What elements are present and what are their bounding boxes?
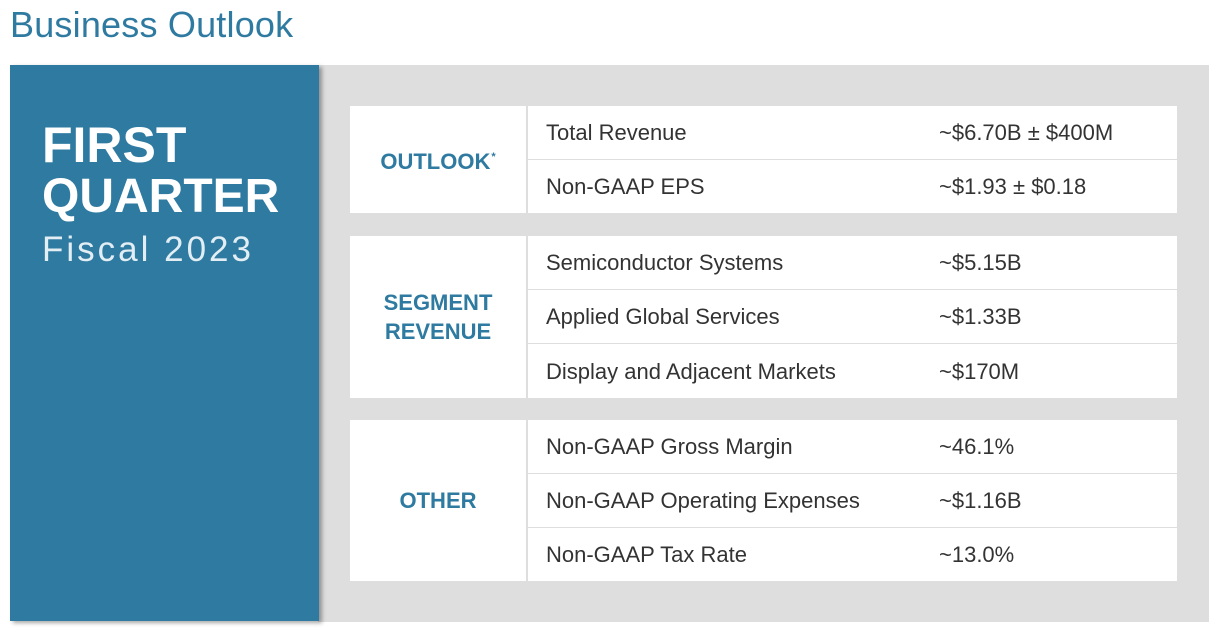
metric-value: ~$6.70B ± $400M <box>939 119 1114 145</box>
metric-label: Non-GAAP Gross Margin <box>546 433 793 459</box>
table-row: Display and Adjacent Markets ~$170M <box>527 343 1177 399</box>
metric-label: Display and Adjacent Markets <box>546 358 836 384</box>
section-segment-revenue: SEGMENT REVENUE Semiconductor Systems ~$… <box>350 236 1177 398</box>
metric-label: Non-GAAP Tax Rate <box>546 542 747 567</box>
footnote-marker: * <box>491 151 496 163</box>
metric-label: Total Revenue <box>546 119 687 145</box>
table-row: Total Revenue ~$6.70B ± $400M <box>527 106 1177 159</box>
section-category: OUTLOOK* <box>350 106 528 213</box>
metric-value: ~$1.93 ± $0.18 <box>939 174 1087 199</box>
table-row: Non-GAAP Tax Rate ~13.0% <box>527 527 1177 582</box>
category-label-line: REVENUE <box>384 319 492 344</box>
metric-label: Non-GAAP Operating Expenses <box>546 488 860 513</box>
section-category: SEGMENT REVENUE <box>350 236 528 398</box>
section-outlook: OUTLOOK* Total Revenue ~$6.70B ± $400M N… <box>350 106 1177 213</box>
period-line-quarter: QUARTER <box>42 170 280 223</box>
metric-value: ~$170M <box>939 358 1020 384</box>
table-row: Non-GAAP Operating Expenses ~$1.16B <box>527 473 1177 528</box>
metric-value: ~46.1% <box>939 433 1015 459</box>
section-category: OTHER <box>350 420 528 581</box>
category-label-line: SEGMENT <box>383 290 493 315</box>
metric-label: Semiconductor Systems <box>546 249 784 275</box>
period-line-first: FIRST <box>42 117 187 173</box>
category-label: OUTLOOK <box>380 149 491 174</box>
metric-value: ~$5.15B <box>939 249 1022 275</box>
metric-label: Applied Global Services <box>546 304 780 329</box>
metric-label: Non-GAAP EPS <box>546 174 705 199</box>
metric-value: ~$1.16B <box>939 488 1022 513</box>
metric-value: ~$1.33B <box>939 304 1022 329</box>
table-row: Semiconductor Systems ~$5.15B <box>527 236 1177 289</box>
table-row: Non-GAAP EPS ~$1.93 ± $0.18 <box>527 159 1177 214</box>
category-label: OTHER <box>399 488 477 513</box>
table-row: Applied Global Services ~$1.33B <box>527 289 1177 344</box>
section-other: OTHER Non-GAAP Gross Margin ~46.1% Non-G… <box>350 420 1177 581</box>
table-row: Non-GAAP Gross Margin ~46.1% <box>527 420 1177 473</box>
period-line-fiscal-year: Fiscal 2023 <box>42 230 254 269</box>
metric-value: ~13.0% <box>939 542 1015 567</box>
period-banner: FIRST QUARTER Fiscal 2023 <box>10 65 319 621</box>
page-title: Business Outlook <box>10 4 294 45</box>
